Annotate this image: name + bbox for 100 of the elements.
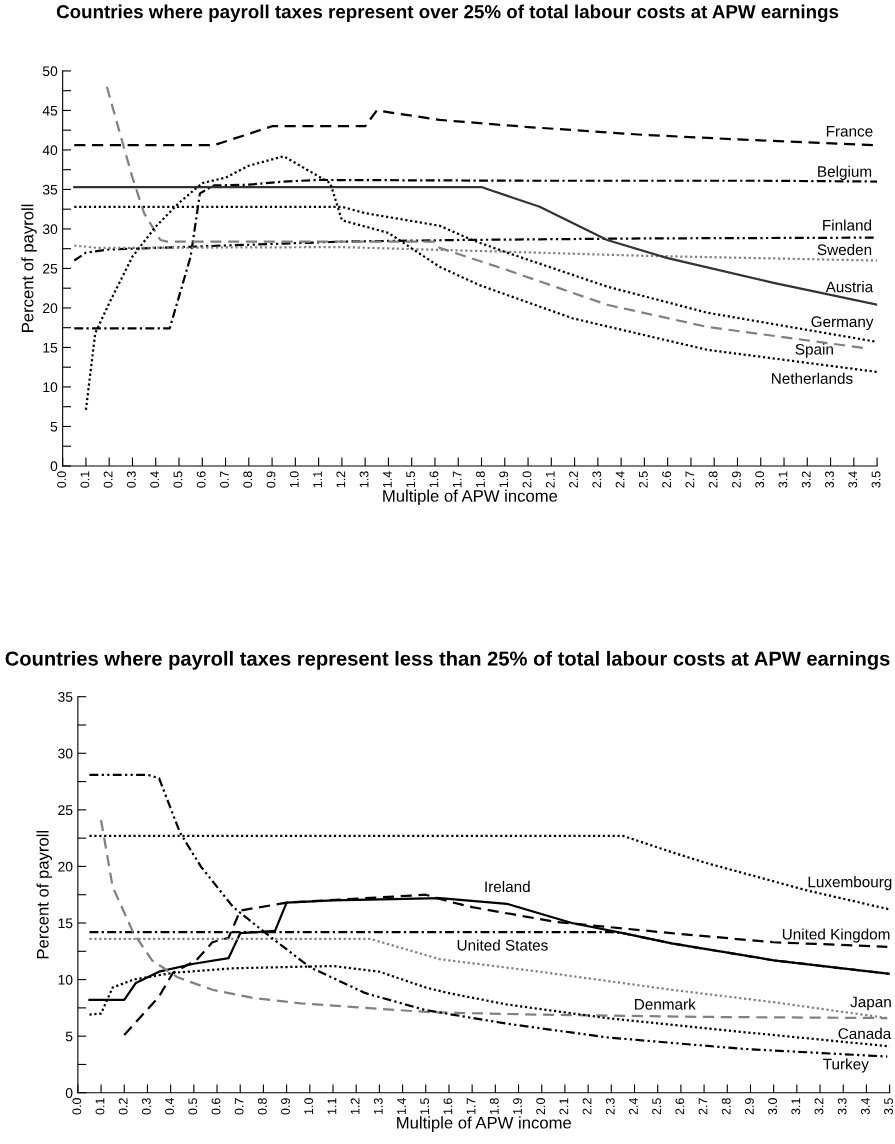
- series-label: Luxembourg: [808, 876, 892, 891]
- x-tick-label: 0.6: [196, 471, 206, 488]
- x-tick-label: 3.5: [884, 1098, 893, 1115]
- y-tick-label: 50: [42, 66, 58, 77]
- x-tick-label: 1.2: [350, 1098, 360, 1115]
- x-tick-label: 2.7: [685, 471, 695, 488]
- x-tick-label: 2.4: [629, 1097, 638, 1115]
- x-tick-label: 1.2: [336, 471, 346, 488]
- series-label: Denmark: [635, 998, 696, 1010]
- x-axis-title: Multiple of APW income: [383, 489, 558, 506]
- x-tick-label: 1.0: [289, 471, 299, 488]
- x-tick-label: 2.0: [536, 1098, 546, 1115]
- x-tick-label: 2.9: [731, 471, 741, 488]
- series-label: Belgium: [818, 165, 872, 180]
- x-tick-label: 1.4: [383, 471, 392, 488]
- x-tick-label: 0.0: [72, 1098, 82, 1115]
- y-tick-label: 15: [43, 342, 58, 353]
- x-tick-label: 0.5: [173, 471, 183, 488]
- series-label: Spain: [795, 343, 833, 358]
- x-tick-label: 2.8: [708, 471, 718, 488]
- x-tick-label: 1.8: [489, 1098, 499, 1115]
- x-tick-label: 1.6: [443, 1098, 453, 1115]
- x-tick-label: 2.1: [559, 1098, 569, 1115]
- x-tick-label: 2.8: [721, 1098, 731, 1115]
- x-tick-label: 1.8: [476, 471, 485, 488]
- series-label: Ireland: [485, 880, 530, 893]
- x-tick-label: 0.2: [118, 1098, 128, 1115]
- series-label: France: [826, 125, 873, 137]
- series-label: Finland: [823, 219, 872, 231]
- y-tick-label: 30: [42, 224, 58, 235]
- y-tick-label: 0: [50, 461, 58, 472]
- x-tick-label: 1.6: [429, 471, 439, 488]
- x-tick-label: 0.9: [266, 471, 276, 488]
- chart-title: Countries where payroll taxes represent less than 25% of total labour costs at APW earnings: [5, 650, 890, 670]
- y-tick-label: 15: [58, 918, 73, 929]
- y-tick-label: 40: [42, 145, 58, 156]
- y-tick-label: 30: [58, 748, 73, 759]
- y-tick-label: 25: [58, 805, 73, 816]
- x-tick-label: 0.8: [257, 1098, 267, 1115]
- x-tick-label: 3.4: [848, 471, 858, 488]
- x-tick-label: 2.7: [698, 1098, 708, 1115]
- x-tick-label: 0.7: [220, 471, 229, 488]
- x-tick-label: 0.2: [103, 471, 113, 488]
- x-tick-label: 0.5: [188, 1098, 198, 1115]
- y-tick-label: 35: [58, 692, 73, 702]
- x-tick-label: 1.3: [373, 1098, 383, 1115]
- y-tick-label: 25: [43, 263, 58, 274]
- x-tick-label: 2.5: [652, 1098, 662, 1115]
- x-tick-label: 2.4: [615, 471, 625, 488]
- y-tick-label: 5: [65, 1031, 73, 1042]
- line-series: [73, 185, 878, 306]
- x-tick-label: 2.5: [638, 471, 648, 488]
- series-label: Netherlands: [772, 372, 853, 384]
- x-tick-label: 2.3: [605, 1098, 615, 1115]
- x-tick-label: 3.5: [871, 471, 881, 488]
- y-tick-label: 20: [43, 303, 58, 314]
- y-tick-label: 10: [43, 382, 58, 393]
- x-tick-label: 1.9: [499, 471, 509, 488]
- x-tick-label: 2.2: [582, 1098, 592, 1115]
- x-tick-label: 3.0: [768, 1098, 778, 1115]
- y-tick-label: 5: [50, 421, 58, 432]
- series-label: Germany: [811, 316, 874, 331]
- x-tick-label: 0.4: [150, 471, 160, 488]
- x-tick-label: 3.4: [860, 1097, 870, 1115]
- y-tick-label: 0: [65, 1088, 73, 1098]
- x-tick-label: 1.5: [420, 1098, 430, 1115]
- x-tick-label: 1.0: [304, 1098, 314, 1115]
- x-tick-label: 0.1: [95, 1098, 105, 1115]
- x-tick-label: 0.7: [234, 1098, 244, 1115]
- series-label: Japan: [850, 996, 891, 1011]
- series-label: Turkey: [823, 1058, 869, 1073]
- series-label: Sweden: [817, 243, 872, 256]
- x-tick-label: 1.1: [327, 1098, 337, 1115]
- series-label: United Kingdom: [782, 928, 890, 943]
- x-tick-label: 2.6: [662, 471, 672, 488]
- chart-title: Countries where payroll taxes represent over 25% of total labour costs at APW earnings: [56, 4, 839, 23]
- y-tick-label: 45: [42, 105, 58, 116]
- x-axis-title: Multiple of APW income: [397, 1116, 572, 1132]
- y-tick-label: 10: [58, 974, 73, 985]
- x-tick-label: 0.8: [243, 471, 253, 488]
- x-tick-label: 3.1: [791, 1098, 801, 1115]
- x-tick-label: 3.3: [837, 1098, 847, 1115]
- x-tick-label: 2.6: [675, 1098, 685, 1115]
- x-tick-label: 2.3: [592, 471, 602, 488]
- x-tick-label: 2.0: [522, 471, 532, 488]
- x-tick-label: 0.6: [211, 1098, 221, 1115]
- x-tick-label: 3.2: [801, 471, 811, 488]
- x-tick-label: 3.1: [778, 471, 788, 488]
- x-tick-label: 2.2: [569, 471, 578, 488]
- series-label: United States: [457, 939, 548, 951]
- series-label: Canada: [838, 1027, 892, 1040]
- x-tick-label: 3.0: [755, 471, 765, 488]
- x-tick-label: 1.7: [466, 1098, 476, 1115]
- x-tick-label: 0.4: [165, 1097, 174, 1115]
- series-label: Austria: [825, 281, 874, 293]
- x-tick-label: 1.5: [406, 471, 416, 488]
- x-tick-label: 0.3: [126, 471, 136, 488]
- x-tick-label: 0.3: [141, 1098, 151, 1115]
- x-tick-label: 1.4: [397, 1097, 406, 1115]
- x-tick-label: 1.3: [359, 471, 369, 488]
